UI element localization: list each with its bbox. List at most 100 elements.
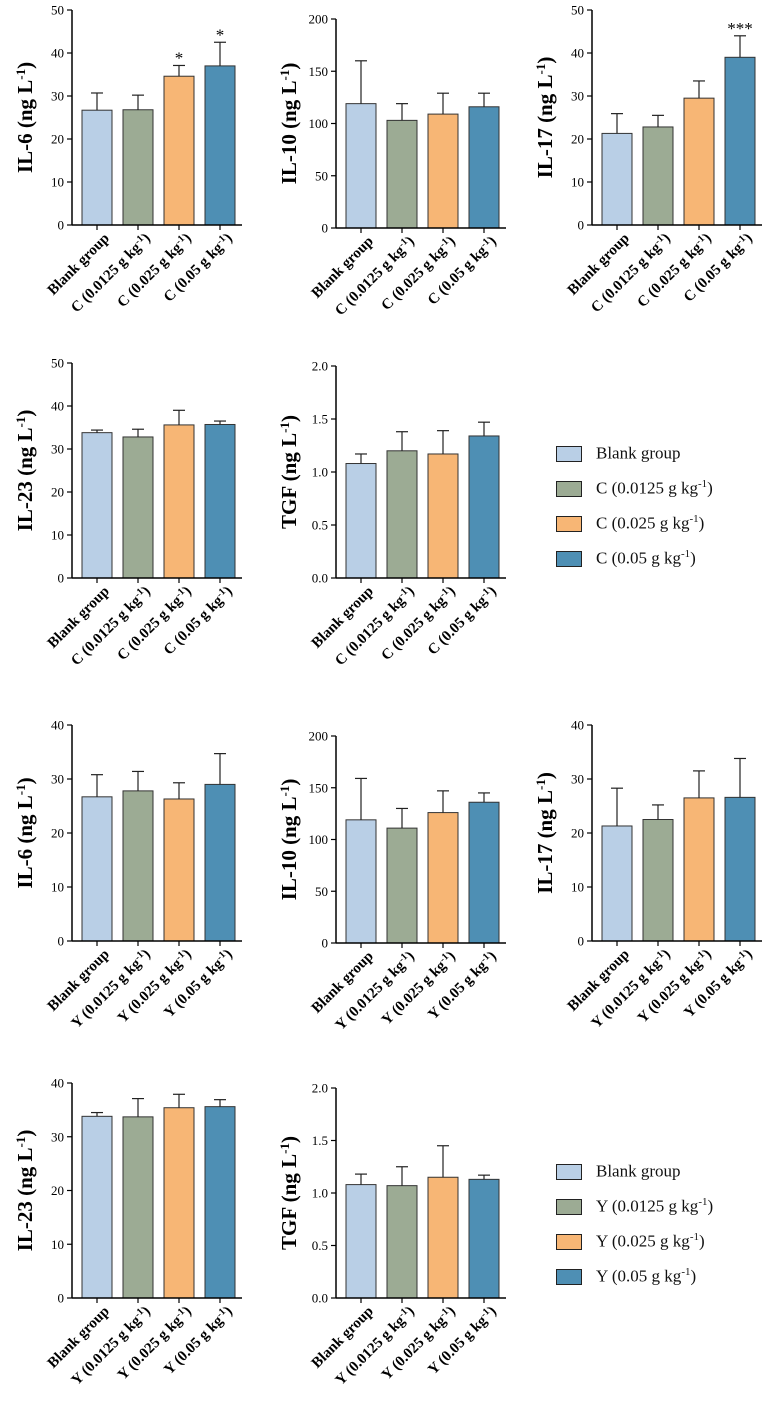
chart1-y-tick-label-50: 50	[51, 3, 64, 18]
chart4-y-tick-label-40: 40	[51, 399, 64, 414]
chart4-y-tick-label-50: 50	[51, 356, 64, 371]
chart1-bar-blank-group	[81, 109, 113, 226]
chart1-y-tick-label-30: 30	[51, 89, 64, 104]
chart3-bar-c-0-025-g-kg-1	[683, 97, 715, 226]
chart8-bar-y-0-025-g-kg-1	[683, 797, 715, 942]
chart3-y-tick-label-30: 30	[571, 89, 584, 104]
legend-item-blank: Blank group	[556, 436, 770, 471]
chart1-significance-marker-3: *	[175, 48, 184, 67]
chart9-bar-blank-group	[81, 1115, 113, 1299]
legend-y-series: Blank group Y (0.0125 g kg-1) Y (0.025 g…	[556, 1154, 770, 1294]
chart10-y-tick-label-0.5: 0.5	[312, 1238, 328, 1253]
chart1-bar-c-0-025-g-kg-1	[163, 75, 195, 226]
chart3-significance-marker-4: ***	[727, 19, 753, 38]
chart10-bar-blank-group	[345, 1184, 377, 1299]
chart2-y-tick-label-100: 100	[309, 116, 329, 131]
chart6-y-tick-label-20: 20	[51, 826, 64, 841]
chart7-y-tick-label-0: 0	[322, 936, 329, 951]
chart7-y-tick-label-200: 200	[309, 729, 329, 744]
chart6-category-label-3: Y (0.025 g kg-1)	[114, 945, 195, 1026]
chart5-bar-blank-group	[345, 463, 377, 579]
chart3-bar-blank-group	[601, 132, 633, 226]
chart9-category-label-4: Y (0.05 g kg-1)	[160, 1302, 236, 1378]
legend-c-series: Blank group C (0.0125 g kg-1) C (0.025 g…	[556, 436, 770, 576]
chart1-significance-marker-4: *	[216, 25, 225, 44]
chart4-y-axis-title: IL-23 (ng L-1)	[13, 410, 38, 532]
chart2-bar-c-0-05-g-kg-1	[468, 106, 500, 229]
legend-label-y-025: Y (0.025 g kg-1)	[596, 1231, 705, 1251]
chart4-bar-c-0-0125-g-kg-1	[122, 436, 154, 579]
chart6-y-tick-label-0: 0	[58, 934, 65, 949]
chart6-bar-y-0-0125-g-kg-1	[122, 790, 154, 942]
legend-item-y-05: Y (0.05 g kg-1)	[556, 1259, 770, 1294]
chart2-y-axis-title: IL-10 (ng L-1)	[277, 63, 302, 185]
chart2-y-tick-label-0: 0	[322, 221, 329, 236]
chart6-bar-y-0-025-g-kg-1	[163, 798, 195, 942]
chart2-bar-blank-group	[345, 103, 377, 229]
chart7-bar-blank-group	[345, 819, 377, 944]
chart9-category-label-3: Y (0.025 g kg-1)	[114, 1302, 195, 1383]
legend-swatch-y-05	[556, 1268, 582, 1285]
chart3-y-tick-label-0: 0	[578, 218, 585, 233]
chart10-y-tick-label-0: 0.0	[312, 1291, 328, 1306]
chart4-y-tick-label-20: 20	[51, 485, 64, 500]
chart9-bar-y-0-025-g-kg-1	[163, 1107, 195, 1299]
chart10-category-label-4: Y (0.05 g kg-1)	[424, 1302, 500, 1378]
legend-item-y-025: Y (0.025 g kg-1)	[556, 1224, 770, 1259]
chart8-bar-y-0-05-g-kg-1	[724, 796, 756, 942]
chart1-y-axis-title: IL-6 (ng L-1)	[13, 62, 38, 173]
legend-label-y-0125: Y (0.0125 g kg-1)	[596, 1196, 714, 1216]
chart2-category-label-3: C (0.025 g kg-1)	[378, 232, 459, 313]
chart7-y-tick-label-150: 150	[309, 780, 329, 795]
chart10-bar-y-0-0125-g-kg-1	[386, 1185, 418, 1299]
chart6-y-axis-title: IL-6 (ng L-1)	[13, 777, 38, 888]
chart7-y-axis-title: IL-10 (ng L-1)	[277, 779, 302, 901]
chart5-y-tick-label-2: 2.0	[312, 359, 328, 374]
chart1-bar-c-0-0125-g-kg-1	[122, 109, 154, 226]
chart2-category-label-4: C (0.05 g kg-1)	[424, 232, 500, 308]
chart9-y-tick-label-0: 0	[58, 1291, 65, 1306]
legend-item-y-0125: Y (0.0125 g kg-1)	[556, 1189, 770, 1224]
chart1-y-tick-label-40: 40	[51, 46, 64, 61]
chart1-y-tick-label-10: 10	[51, 175, 64, 190]
legend-label-blank: Blank group	[596, 1161, 681, 1181]
legend-swatch-blank	[556, 1163, 582, 1180]
chart5-y-tick-label-0.5: 0.5	[312, 518, 328, 533]
chart4-y-tick-label-30: 30	[51, 442, 64, 457]
chart10-category-label-3: Y (0.025 g kg-1)	[378, 1302, 459, 1383]
legend-item-c-05: C (0.05 g kg-1)	[556, 541, 770, 576]
chart2-bar-c-0-025-g-kg-1	[427, 113, 459, 229]
chart10-y-tick-label-1: 1.0	[312, 1186, 328, 1201]
chart8-y-tick-label-30: 30	[571, 772, 584, 787]
legend-item-c-025: C (0.025 g kg-1)	[556, 506, 770, 541]
chart5-category-label-3: C (0.025 g kg-1)	[378, 582, 459, 663]
legend-item-blank: Blank group	[556, 1154, 770, 1189]
legend-swatch-c-0125	[556, 480, 582, 497]
chart1-bar-c-0-05-g-kg-1	[204, 65, 236, 226]
legend-item-c-0125: C (0.0125 g kg-1)	[556, 471, 770, 506]
chart5-y-axis-title: TGF (ng L-1)	[277, 415, 302, 529]
chart5-bar-c-0-05-g-kg-1	[468, 435, 500, 579]
chart9-y-tick-label-30: 30	[51, 1129, 64, 1144]
chart6-y-tick-label-10: 10	[51, 880, 64, 895]
chart9-y-axis-title: IL-23 (ng L-1)	[13, 1130, 38, 1252]
chart4-y-tick-label-0: 0	[58, 571, 65, 586]
chart9-y-tick-label-40: 40	[51, 1076, 64, 1091]
chart8-y-tick-label-0: 0	[578, 934, 585, 949]
chart9-y-tick-label-20: 20	[51, 1183, 64, 1198]
chart9-bar-y-0-0125-g-kg-1	[122, 1116, 154, 1299]
chart8-bar-y-0-0125-g-kg-1	[642, 819, 674, 942]
chart4-bar-c-0-05-g-kg-1	[204, 423, 236, 579]
chart9-y-tick-label-10: 10	[51, 1237, 64, 1252]
chart6-bar-y-0-05-g-kg-1	[204, 783, 236, 942]
chart10-y-tick-label-1.5: 1.5	[312, 1133, 328, 1148]
chart3-bar-c-0-0125-g-kg-1	[642, 126, 674, 226]
legend-label-blank: Blank group	[596, 443, 681, 463]
chart1-y-tick-label-20: 20	[51, 132, 64, 147]
chart5-y-tick-label-0: 0.0	[312, 571, 328, 586]
chart10-y-tick-label-2: 2.0	[312, 1081, 328, 1096]
chart4-category-label-4: C (0.05 g kg-1)	[160, 582, 236, 658]
chart7-y-tick-label-100: 100	[309, 832, 329, 847]
legend-swatch-blank	[556, 445, 582, 462]
